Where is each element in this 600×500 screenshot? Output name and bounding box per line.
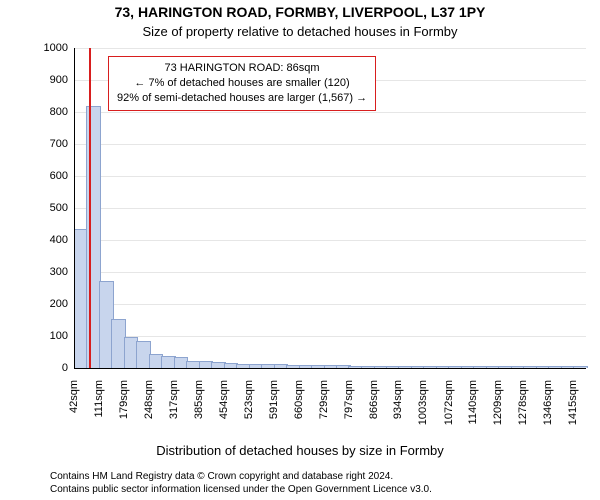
y-tick-label: 200 [28,298,68,310]
x-tick-label: 660sqm [293,380,305,419]
info-box-line: 92% of semi-detached houses are larger (… [117,91,367,106]
attribution-line: Contains HM Land Registry data © Crown c… [50,471,590,484]
x-tick-label: 934sqm [392,380,404,419]
gridline [74,336,586,337]
x-tick-label: 1140sqm [467,380,479,424]
y-tick-label: 1000 [28,42,68,54]
chart-wrapper: 73, HARINGTON ROAD, FORMBY, LIVERPOOL, L… [0,0,600,500]
gridline [74,144,586,145]
x-tick-label: 1346sqm [542,380,554,425]
x-tick-label: 1278sqm [517,380,529,425]
x-tick-label: 866sqm [368,380,380,419]
attribution-line: Contains public sector information licen… [50,484,590,497]
gridline [74,176,586,177]
x-tick-label: 1209sqm [492,380,504,425]
y-tick-label: 900 [28,74,68,86]
x-tick-label: 179sqm [118,380,130,419]
x-tick-label: 42sqm [68,380,80,413]
info-box-line: ← 7% of detached houses are smaller (120… [117,76,367,91]
x-tick-label: 454sqm [218,380,230,419]
x-axis-label: Distribution of detached houses by size … [0,443,600,458]
x-tick-label: 317sqm [168,380,180,419]
x-tick-label: 729sqm [318,380,330,419]
y-tick-label: 100 [28,330,68,342]
chart-title: 73, HARINGTON ROAD, FORMBY, LIVERPOOL, L… [0,4,600,20]
x-tick-label: 523sqm [243,380,255,419]
y-tick-label: 0 [28,362,68,374]
gridline [74,240,586,241]
y-tick-label: 600 [28,170,68,182]
gridline [74,48,586,49]
chart-subtitle: Size of property relative to detached ho… [0,24,600,39]
property-marker-line [89,48,91,368]
y-tick-label: 500 [28,202,68,214]
y-tick-label: 700 [28,138,68,150]
plot-area: 0100200300400500600700800900100042sqm111… [74,48,586,368]
gridline [74,304,586,305]
x-tick-label: 248sqm [143,380,155,419]
x-tick-label: 111sqm [93,380,105,418]
gridline [74,112,586,113]
gridline [74,272,586,273]
attribution: Contains HM Land Registry data © Crown c… [50,471,590,496]
x-tick-label: 591sqm [268,380,280,419]
x-tick-label: 797sqm [343,380,355,419]
x-tick-label: 385sqm [193,380,205,419]
x-tick-label: 1072sqm [443,380,455,425]
info-box-line: 73 HARINGTON ROAD: 86sqm [117,61,367,76]
property-info-box: 73 HARINGTON ROAD: 86sqm← 7% of detached… [108,56,376,111]
x-tick-label: 1003sqm [417,380,429,425]
y-axis-line [74,48,75,368]
gridline [74,208,586,209]
y-tick-label: 300 [28,266,68,278]
x-tick-label: 1415sqm [567,380,579,425]
y-tick-label: 800 [28,106,68,118]
y-tick-label: 400 [28,234,68,246]
x-axis-line [74,368,586,369]
